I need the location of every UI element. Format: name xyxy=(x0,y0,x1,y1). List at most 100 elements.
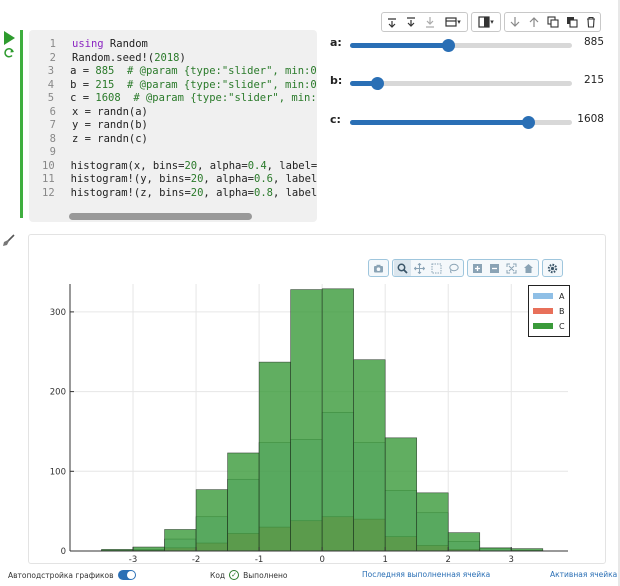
legend-swatch xyxy=(533,323,553,329)
legend-item-b[interactable]: B xyxy=(533,306,565,316)
legend-swatch xyxy=(533,308,553,314)
settings-icon[interactable] xyxy=(544,260,561,276)
code-text: c = 1608 # @param {type:"slider", min:0, xyxy=(54,92,317,106)
code-line[interactable]: 10 histogram(x, bins=20, alpha=0.4, label… xyxy=(29,160,317,174)
code-text: x = randn(a) xyxy=(56,106,148,120)
camera-icon[interactable] xyxy=(370,260,387,276)
slider-track[interactable] xyxy=(350,116,572,129)
code-line[interactable]: 12 histogram!(z, bins=20, alpha=0.8, labe… xyxy=(29,187,317,201)
code-token: x = randn(a) xyxy=(72,105,148,118)
lasso-icon[interactable] xyxy=(445,260,462,276)
code-token: 215 xyxy=(95,78,115,91)
code-token: 2018 xyxy=(154,51,180,64)
line-number: 1 xyxy=(49,38,56,50)
code-line[interactable]: 1 using Random xyxy=(29,38,317,52)
move-up-icon[interactable] xyxy=(524,13,543,31)
zoom-out-icon[interactable] xyxy=(486,260,503,276)
slider-value: 215 xyxy=(583,74,604,86)
code-lines: 1 using Random 2 Random.seed!(2018) 3 a = 885… xyxy=(29,38,317,200)
code-line[interactable]: 7 y = randn(b) xyxy=(29,119,317,133)
code-token: ) xyxy=(179,51,186,64)
legend-label: C xyxy=(559,321,565,331)
last-executed-cell-link[interactable]: Последняя выполненная ячейка xyxy=(362,570,491,579)
legend-swatch xyxy=(533,293,553,299)
bar-c xyxy=(132,546,165,552)
zoom-in-icon[interactable] xyxy=(469,260,486,276)
code-token: b = xyxy=(70,78,96,91)
code-text: histogram!(y, bins=20, alpha=0.6, label=… xyxy=(55,173,317,187)
modebar-group xyxy=(542,259,563,277)
clear-output-icon[interactable] xyxy=(2,234,15,247)
code-text: Random.seed!(2018) xyxy=(56,52,186,66)
autofit-toggle[interactable] xyxy=(117,570,136,580)
move-down-icon[interactable] xyxy=(505,13,524,31)
code-line[interactable]: 2 Random.seed!(2018) xyxy=(29,52,317,66)
bar-c xyxy=(384,437,418,552)
duplicate-icon[interactable] xyxy=(562,13,581,31)
insert-below-icon[interactable] xyxy=(401,13,420,31)
execution-status: Код ✓ Выполнено xyxy=(210,570,287,580)
code-line[interactable]: 8 z = randn(c) xyxy=(29,133,317,147)
zoom-icon[interactable] xyxy=(394,260,411,276)
reset-axes-icon[interactable] xyxy=(520,260,537,276)
box-select-icon[interactable] xyxy=(428,260,445,276)
bar-c xyxy=(195,489,228,552)
bar-c xyxy=(447,532,481,552)
line-number: 5 xyxy=(47,92,55,104)
line-number: 7 xyxy=(49,119,56,131)
code-text: a = 885 # @param {type:"slider", min:0, … xyxy=(54,65,317,79)
modebar-group xyxy=(392,259,464,277)
histogram-chart[interactable]: -3 -2 -1 0 1 2 3 0 100 200 300 xyxy=(40,280,580,570)
line-number: 10 xyxy=(42,159,55,172)
bar-c xyxy=(227,452,260,552)
code-token: Random xyxy=(103,38,148,50)
code-line[interactable]: 9 xyxy=(29,146,317,160)
delete-icon[interactable] xyxy=(581,13,600,31)
code-text: using Random xyxy=(56,38,148,52)
slider-c: c: 1608 xyxy=(330,113,610,129)
code-token: using xyxy=(72,38,104,50)
code-line[interactable]: 11 histogram!(y, bins=20, alpha=0.6, labe… xyxy=(29,173,317,187)
code-token: Random.seed!( xyxy=(72,51,155,64)
autoscale-icon[interactable] xyxy=(503,260,520,276)
slider-label: c: xyxy=(330,113,341,126)
x-tick-label: 2 xyxy=(446,555,451,565)
slider-label: a: xyxy=(330,36,342,49)
theme-icon[interactable]: ▾ xyxy=(472,13,500,31)
x-tick-label: 3 xyxy=(509,555,514,565)
active-cell-link[interactable]: Активная ячейка xyxy=(550,570,618,579)
slider-handle[interactable] xyxy=(370,77,384,90)
code-editor[interactable]: 1 using Random 2 Random.seed!(2018) 3 a = 885… xyxy=(29,30,317,222)
line-number: 9 xyxy=(49,146,56,158)
bar-c xyxy=(164,529,197,552)
editor-scrollbar[interactable] xyxy=(69,213,307,220)
code-token: 0.4 xyxy=(247,159,267,172)
code-token: , alpha= xyxy=(203,173,254,185)
slider-track[interactable] xyxy=(350,39,572,52)
slider-handle[interactable] xyxy=(441,39,455,52)
cell-toolbar-group: ▾ xyxy=(381,12,468,32)
cell-toolbar: ▾ ▾ xyxy=(381,12,601,32)
editor-scrollbar-thumb[interactable] xyxy=(69,213,253,220)
code-token: histogram!(z, bins= xyxy=(70,186,191,199)
refresh-icon[interactable] xyxy=(3,47,15,59)
legend-item-a[interactable]: A xyxy=(533,291,564,301)
legend-item-c[interactable]: C xyxy=(533,321,565,331)
slider-track[interactable] xyxy=(350,77,572,90)
slider-handle[interactable] xyxy=(521,116,535,129)
cell-active-indicator xyxy=(20,30,23,218)
code-line[interactable]: 6 x = randn(a) xyxy=(29,106,317,120)
pan-icon[interactable] xyxy=(411,260,428,276)
x-tick-label: -1 xyxy=(255,555,263,565)
layout-icon[interactable]: ▾ xyxy=(439,13,467,31)
y-tick-label: 200 xyxy=(50,388,66,398)
x-tick-label: 1 xyxy=(382,555,387,565)
insert-above-icon[interactable] xyxy=(382,13,401,31)
run-icon[interactable] xyxy=(3,31,15,45)
bar-c xyxy=(321,288,354,552)
copy-icon[interactable] xyxy=(543,13,562,31)
download-icon[interactable] xyxy=(420,13,439,31)
